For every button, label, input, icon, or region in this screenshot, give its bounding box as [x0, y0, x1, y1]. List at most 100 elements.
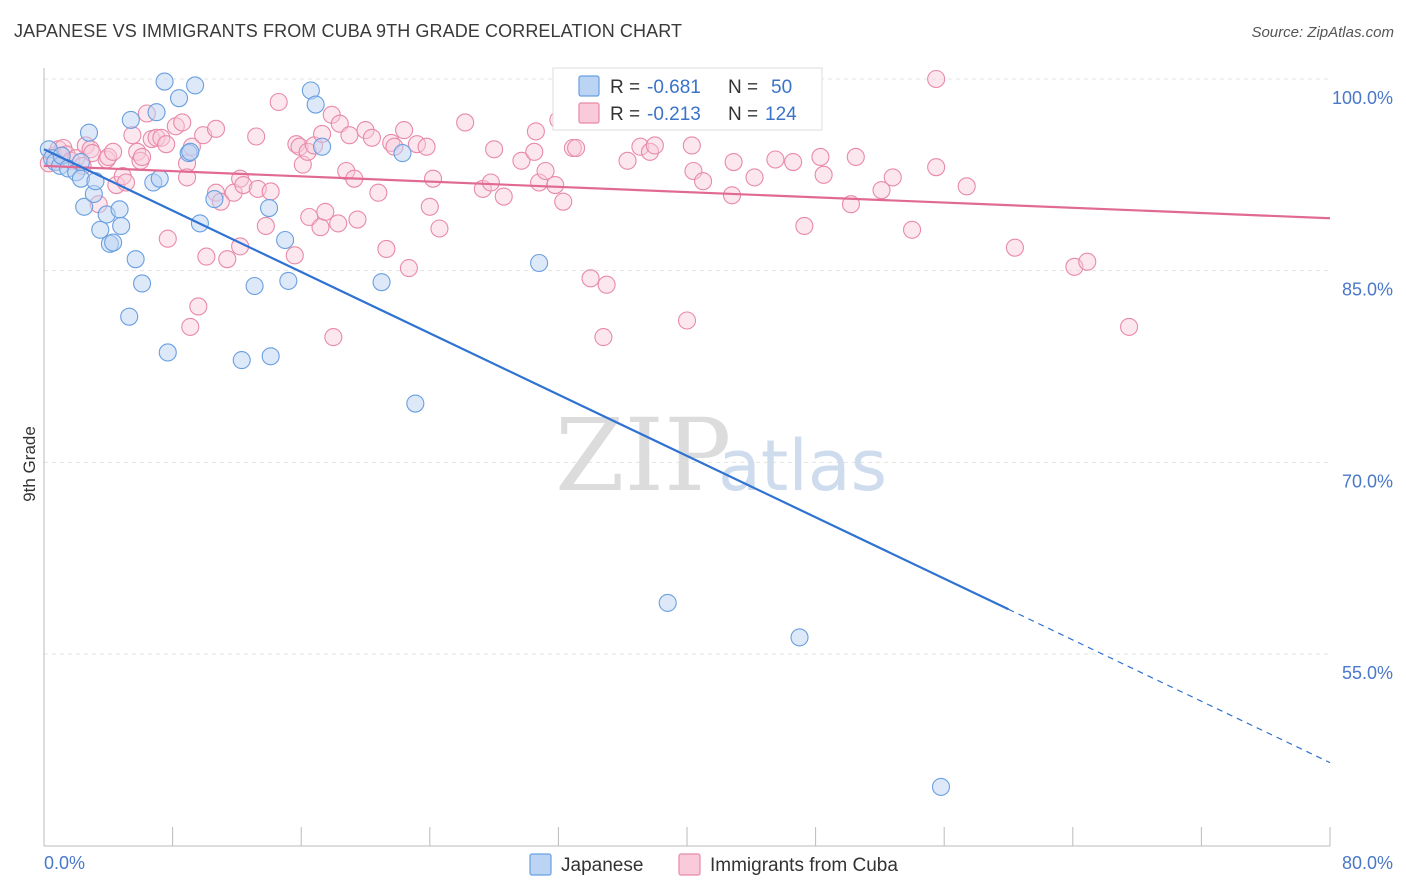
cuba-point — [377, 239, 396, 258]
cuba-point — [157, 135, 176, 154]
stats-n-label-japanese: N = — [728, 77, 758, 98]
stats-r-value-japanese: -0.681 — [647, 77, 701, 98]
japanese-point — [120, 307, 139, 326]
japanese-point — [261, 347, 280, 366]
cuba-point — [795, 216, 814, 235]
japanese-trend-extension — [1008, 608, 1331, 764]
cuba-point — [261, 182, 280, 201]
cuba-point — [631, 137, 650, 156]
cuba-point — [348, 210, 367, 229]
cuba-point — [526, 122, 545, 141]
japanese-point — [181, 142, 200, 161]
japanese-trend-line — [43, 148, 1009, 611]
cuba-point — [494, 187, 513, 206]
cuba-point — [784, 153, 803, 172]
cuba-point — [567, 138, 586, 158]
x-tick-label: 80.0% — [1342, 853, 1393, 873]
japanese-point — [75, 197, 94, 216]
watermark-atlas: atlas — [718, 425, 887, 507]
cuba-point — [525, 142, 544, 161]
y-axis-label: 9th Grade — [20, 426, 39, 502]
japanese-point — [110, 200, 129, 219]
series-japanese-points — [39, 72, 951, 796]
cuba-point — [694, 172, 713, 191]
cuba-point — [420, 197, 439, 216]
cuba-point — [99, 147, 118, 166]
cuba-point — [594, 328, 613, 347]
cuba-point — [362, 128, 381, 147]
y-tick-label: 85.0% — [1342, 280, 1393, 300]
y-tick-labels: 55.0% 70.0% 85.0% 100.0% — [1332, 88, 1393, 683]
cuba-point — [311, 218, 330, 237]
cuba-point — [285, 246, 304, 265]
chart-title: JAPANESE VS IMMIGRANTS FROM CUBA 9TH GRA… — [14, 21, 683, 41]
cuba-point — [181, 317, 200, 336]
japanese-point — [313, 137, 332, 156]
x-tick-labels: 0.0% 80.0% — [44, 853, 1393, 873]
cuba-point — [766, 150, 785, 169]
japanese-point — [232, 351, 251, 370]
stats-r-value-cuba: -0.213 — [647, 104, 701, 125]
cuba-point — [927, 158, 946, 177]
watermark-zip: ZIP — [555, 397, 731, 514]
japanese-point — [155, 72, 174, 91]
japanese-point — [158, 343, 177, 362]
cuba-point — [597, 275, 616, 294]
cuba-point — [1120, 317, 1139, 336]
legend-swatch-japanese — [529, 853, 552, 876]
x-tick-label: 0.0% — [44, 853, 85, 873]
japanese-point — [79, 123, 99, 142]
japanese-point — [406, 394, 425, 413]
cuba-point — [902, 220, 922, 239]
cuba-point — [133, 147, 152, 166]
cuba-point — [682, 136, 701, 155]
trend-lines — [43, 148, 1331, 764]
y-tick-label: 100.0% — [1332, 88, 1393, 108]
japanese-point — [91, 220, 110, 239]
cuba-point — [811, 147, 830, 166]
japanese-point — [169, 89, 189, 108]
axes — [43, 68, 1331, 847]
cuba-point — [546, 176, 565, 195]
y-tick-label: 55.0% — [1342, 663, 1393, 683]
y-tick-label: 70.0% — [1342, 471, 1393, 491]
japanese-point — [790, 628, 809, 647]
cuba-point — [218, 250, 237, 269]
japanese-point — [530, 253, 549, 273]
cuba-point — [417, 137, 436, 156]
legend-label-japanese: Japanese — [561, 855, 643, 876]
source-label: Source: ZipAtlas.com — [1251, 24, 1394, 41]
japanese-point — [372, 273, 391, 292]
japanese-point — [133, 274, 152, 293]
cuba-point — [554, 192, 573, 211]
cuba-point — [485, 140, 504, 159]
cuba-point — [618, 151, 637, 170]
cuba-trend-line — [43, 164, 1331, 220]
cuba-point — [430, 219, 449, 238]
japanese-point — [186, 76, 205, 95]
cuba-point — [745, 168, 764, 187]
cuba-point — [147, 128, 166, 147]
cuba-point — [1078, 252, 1097, 271]
cuba-point — [423, 169, 443, 188]
stats-n-label-cuba: N = — [728, 104, 758, 125]
japanese-point — [126, 250, 145, 269]
japanese-point — [279, 271, 298, 290]
watermark: ZIP atlas — [555, 397, 887, 514]
japanese-point — [112, 216, 131, 235]
cuba-point — [536, 161, 555, 181]
stats-n-value-japanese: 50 — [771, 77, 792, 98]
stats-legend: R = -0.681 N = 50 R = -0.213 N = 124 — [552, 67, 823, 131]
stats-swatch-japanese — [578, 75, 600, 97]
cuba-point — [456, 113, 475, 132]
stats-n-value-cuba: 124 — [765, 104, 797, 125]
japanese-point — [393, 144, 412, 163]
japanese-point — [147, 103, 166, 122]
cuba-point — [247, 127, 266, 146]
japanese-point — [259, 199, 279, 218]
cuba-point — [356, 121, 375, 140]
cuba-point — [581, 269, 600, 288]
cuba-point — [340, 126, 359, 145]
japanese-point — [658, 593, 677, 612]
